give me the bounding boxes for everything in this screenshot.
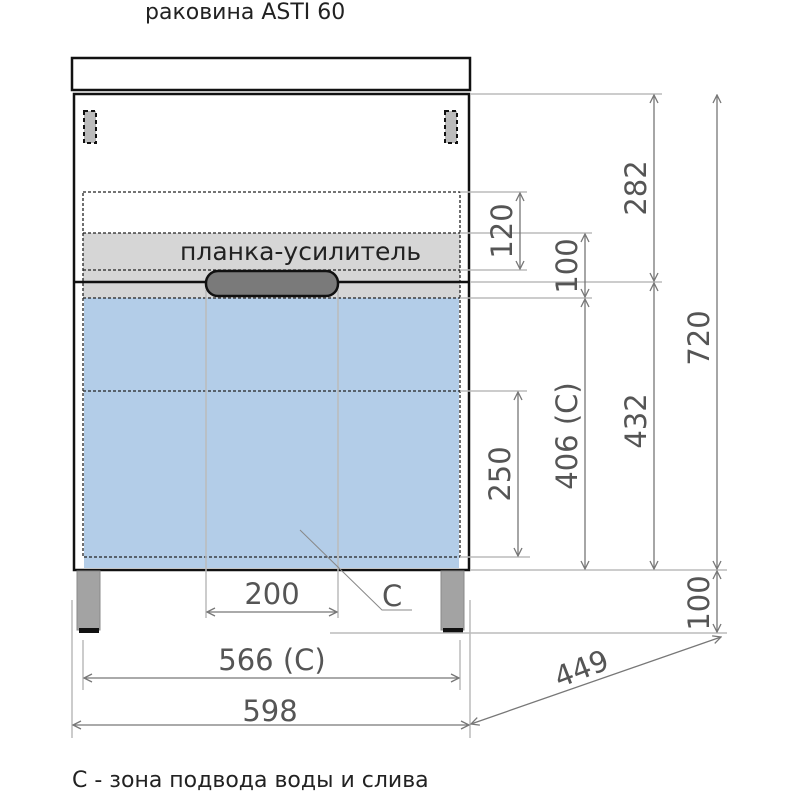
dim-arrow-449: [471, 637, 721, 724]
dim-449: 449: [549, 643, 613, 695]
dim-598: 598: [242, 694, 297, 728]
reinforcement-bar-label: планка-усилитель: [180, 237, 421, 266]
leg-left: [76, 570, 101, 631]
dim-566: 566 (С): [218, 643, 325, 677]
dim-100-bar: 100: [550, 238, 584, 293]
leg-right: [440, 570, 465, 631]
diagram-title: раковина ASTI 60: [145, 0, 346, 25]
hinge-right: [444, 110, 458, 144]
legend-caption: С - зона подвода воды и слива: [72, 768, 429, 793]
zone-c-leader: [299, 529, 412, 611]
dim-120: 120: [485, 203, 519, 258]
dim-282: 282: [619, 160, 653, 215]
water-zone-c: [84, 298, 459, 568]
zone-c-label: С: [382, 579, 402, 613]
dim-720: 720: [682, 310, 716, 365]
zone-outline: [82, 191, 461, 558]
drawer-handle: [204, 269, 340, 298]
dim-100-legs: 100: [682, 575, 716, 630]
hinge-left: [83, 110, 97, 144]
leg-foot: [79, 628, 99, 633]
dim-432: 432: [619, 393, 653, 448]
sink-top: [70, 56, 472, 92]
dim-406: 406 (С): [550, 382, 584, 489]
leg-foot: [443, 628, 463, 633]
dim-250: 250: [483, 446, 517, 501]
dim-200: 200: [244, 577, 299, 611]
